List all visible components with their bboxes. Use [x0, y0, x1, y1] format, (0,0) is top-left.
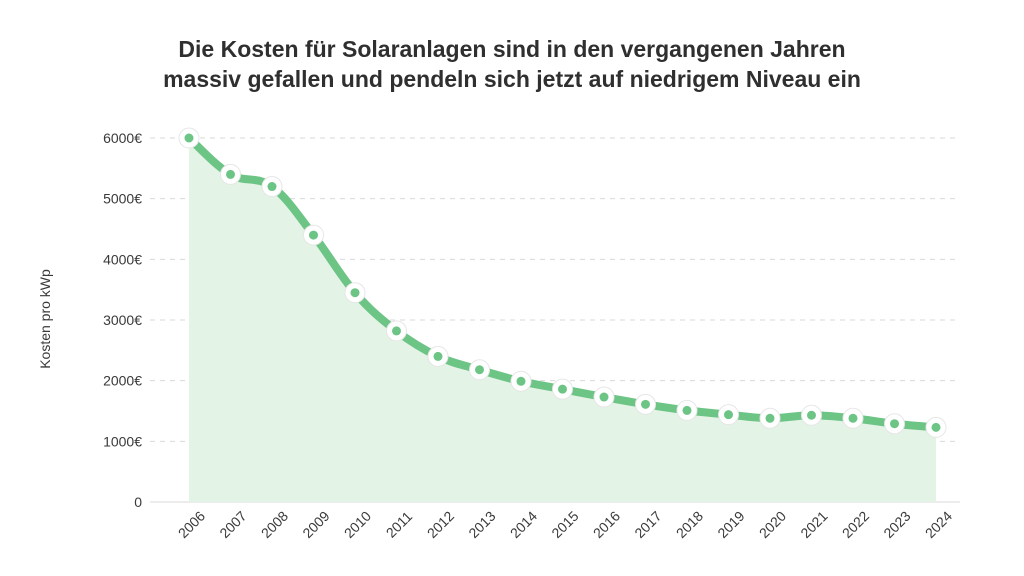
y-tick-label: 5000€ — [103, 191, 142, 207]
x-tick-label: 2008 — [258, 508, 291, 541]
data-point — [676, 399, 698, 421]
area-fill — [189, 138, 936, 502]
data-point — [344, 282, 366, 304]
data-point — [386, 320, 407, 342]
data-point — [718, 404, 739, 426]
x-tick-label: 2014 — [507, 508, 540, 541]
y-tick-label: 6000€ — [103, 130, 142, 146]
x-tick-label: 2017 — [631, 508, 664, 541]
x-tick-label: 2011 — [383, 508, 416, 541]
x-tick-label: 2018 — [673, 508, 706, 541]
y-tick-label: 4000€ — [103, 251, 142, 267]
data-point — [469, 359, 490, 381]
data-point — [801, 404, 822, 426]
x-tick-label: 2010 — [341, 508, 374, 541]
y-tick-label: 1000€ — [103, 433, 142, 449]
data-point — [759, 407, 781, 429]
y-tick-label: 0 — [134, 494, 142, 510]
y-axis-label: Kosten pro kWp — [37, 269, 53, 369]
data-point — [925, 416, 947, 438]
data-point — [593, 386, 615, 408]
chart-title-line-2: massiv gefallen und pendeln sich jetzt a… — [163, 66, 861, 92]
data-points — [178, 127, 947, 438]
y-tick-label: 3000€ — [103, 312, 142, 328]
chart-title: Die Kosten für Solaranlagen sind in den … — [0, 34, 1024, 94]
data-point — [261, 176, 283, 198]
y-tick-label: 2000€ — [103, 373, 142, 389]
data-point — [220, 163, 241, 185]
x-tick-label: 2012 — [424, 508, 457, 541]
x-tick-label: 2023 — [880, 508, 913, 541]
y-axis-ticks: 0 1000€ 2000€ 3000€ 4000€ 5000€ 6000€ — [103, 130, 142, 510]
x-tick-label: 2020 — [756, 508, 789, 541]
x-tick-label: 2007 — [216, 508, 249, 541]
x-tick-label: 2024 — [922, 508, 955, 541]
data-point — [884, 413, 905, 435]
data-point — [842, 407, 864, 429]
data-point — [303, 224, 324, 246]
data-point — [427, 345, 449, 367]
x-tick-label: 2013 — [465, 508, 498, 541]
data-point — [635, 393, 656, 415]
data-point — [552, 378, 573, 400]
x-tick-label: 2021 — [797, 508, 830, 541]
chart-title-line-1: Die Kosten für Solaranlagen sind in den … — [178, 36, 846, 62]
data-point — [510, 370, 532, 392]
x-axis-ticks: 2006 2007 2008 2009 2010 2011 2012 2013 2014 2015… — [175, 508, 955, 541]
x-tick-label: 2022 — [839, 508, 872, 541]
x-tick-label: 2006 — [175, 508, 208, 541]
data-point — [178, 127, 200, 149]
x-tick-label: 2015 — [548, 508, 581, 541]
x-tick-label: 2009 — [299, 508, 332, 541]
x-tick-label: 2016 — [590, 508, 623, 541]
x-tick-label: 2019 — [714, 508, 747, 541]
